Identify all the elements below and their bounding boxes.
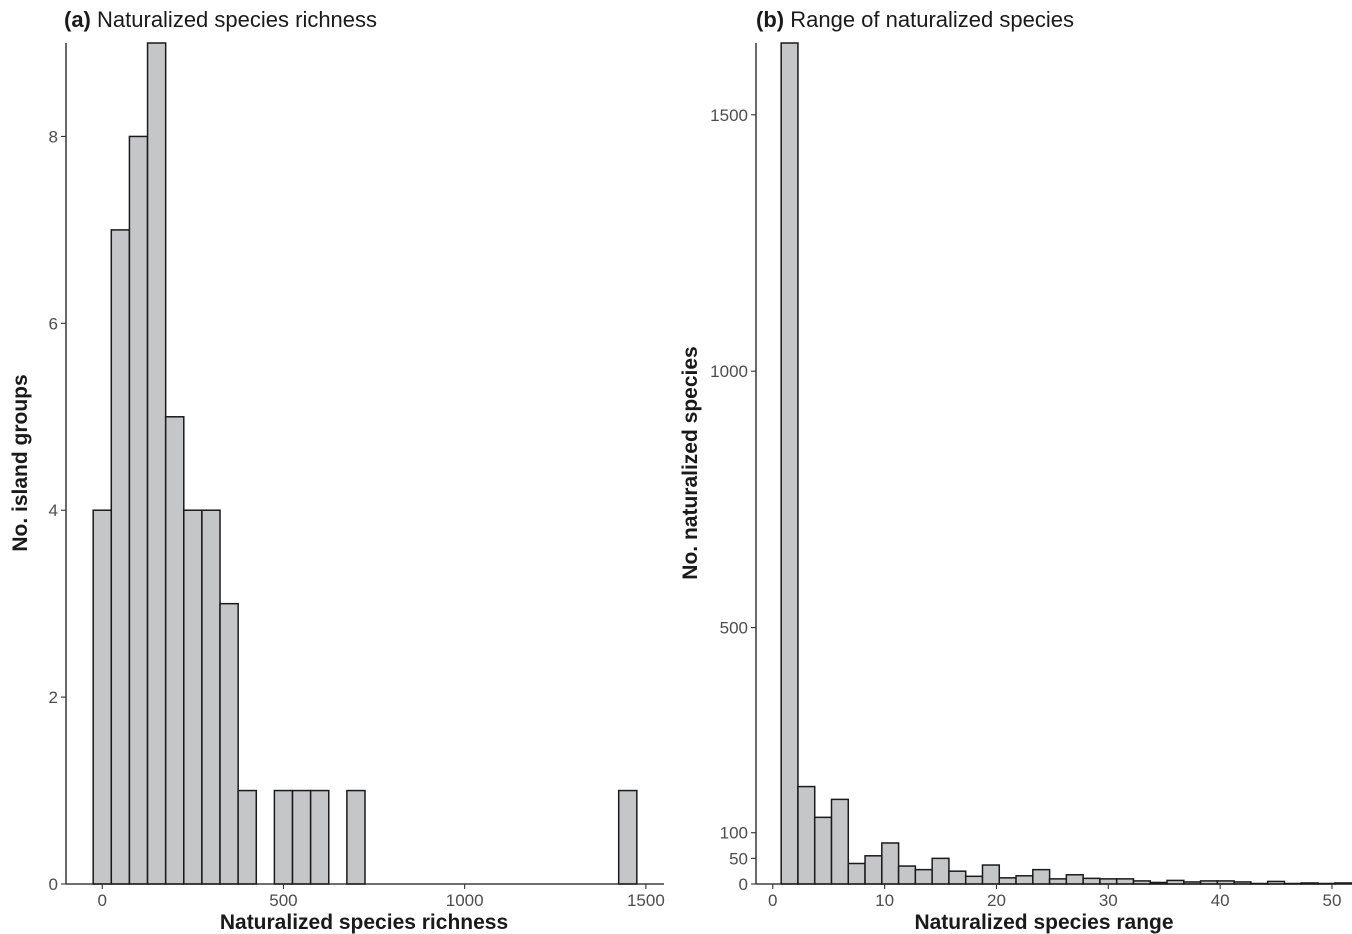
y-tick-label: 2 [49,688,58,707]
y-tick-label: 500 [720,619,748,638]
bar [881,842,900,885]
panel-b-range-histogram: (b) Range of naturalized species 0501005… [679,7,1352,934]
bar [1048,878,1068,885]
y-tick-label: 0 [49,875,58,894]
panel-a-y-axis-title: No. island groups [9,374,32,551]
bar [797,785,816,885]
bar [164,416,185,885]
bar [864,855,883,885]
panel-b-bars [780,42,1352,885]
y-tick-label: 50 [729,849,748,868]
bar [273,789,294,885]
panel-a-x-ticks: 0 500 1000 1500 [98,884,665,910]
bar [1015,875,1034,885]
bar [146,42,167,885]
bar [1065,874,1084,885]
y-tick-label: 0 [739,875,748,894]
x-tick-label: 30 [1099,891,1118,910]
bar [1115,878,1135,885]
bar [219,602,239,885]
x-tick-label: 0 [768,891,777,910]
bar [780,42,799,885]
bar [183,509,203,885]
bar [1082,877,1101,885]
y-tick-label: 6 [49,314,58,333]
bar [897,865,917,885]
x-tick-label: 10 [875,891,894,910]
panel-b-y-axis-title: No. naturalized species [679,346,702,579]
panel-b-x-axis-title: Naturalized species range [914,911,1173,934]
panel-a-bars [92,42,638,885]
bar [1334,882,1352,885]
x-tick-label: 500 [269,891,297,910]
bar [309,789,330,885]
x-tick-label: 1000 [446,891,484,910]
panel-b-x-ticks: 0 10 20 30 40 50 [768,884,1341,910]
x-tick-label: 20 [987,891,1006,910]
bar [237,789,258,885]
bar [914,868,933,885]
panel-b-title: (b) Range of naturalized species [756,7,1074,32]
bar [128,135,149,885]
panel-a-title-text: Naturalized species richness [97,7,377,32]
y-tick-label: 4 [49,501,58,520]
bar [92,509,113,885]
panel-a-title: (a) Naturalized species richness [64,7,377,32]
y-tick-label: 1500 [710,106,748,125]
y-tick-label: 1000 [710,362,748,381]
panel-a-y-ticks: 0 2 4 6 8 [49,127,66,894]
panel-b-tag: (b) [756,7,784,32]
x-tick-label: 50 [1323,891,1342,910]
y-tick-label: 8 [49,127,58,146]
bar [346,789,366,885]
bar [948,870,967,885]
bar [1099,878,1118,885]
x-tick-label: 1500 [627,891,665,910]
bar [617,789,638,885]
bar [931,857,950,885]
bar [291,789,312,885]
panel-a-richness-histogram: (a) Naturalized species richness 0 2 4 6 8 0… [9,7,665,934]
panel-b-y-ticks: 0 50 100 500 1000 1500 [710,106,756,894]
y-tick-label: 100 [720,824,748,843]
x-tick-label: 0 [98,891,107,910]
x-tick-label: 40 [1211,891,1230,910]
bar [981,864,1001,885]
bar [813,816,833,885]
bar [964,875,984,885]
bar [847,862,866,885]
panel-a-x-axis-title: Naturalized species richness [220,911,508,934]
bar [110,229,131,885]
bar [998,877,1017,885]
bar [201,509,221,885]
panel-a-tag: (a) [64,7,91,32]
panel-b-title-text: Range of naturalized species [790,7,1074,32]
bar [1032,868,1051,885]
bar [830,798,850,885]
